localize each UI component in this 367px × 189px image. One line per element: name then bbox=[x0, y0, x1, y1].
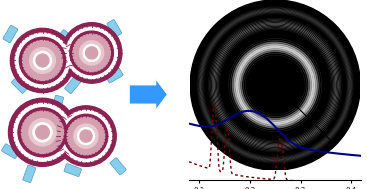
FancyBboxPatch shape bbox=[65, 77, 81, 94]
Circle shape bbox=[33, 51, 51, 70]
FancyBboxPatch shape bbox=[58, 30, 76, 46]
Circle shape bbox=[67, 117, 105, 155]
Circle shape bbox=[64, 114, 108, 158]
FancyBboxPatch shape bbox=[1, 144, 19, 159]
Circle shape bbox=[29, 119, 56, 146]
Circle shape bbox=[190, 0, 360, 170]
Circle shape bbox=[36, 54, 49, 67]
Circle shape bbox=[30, 48, 55, 73]
Circle shape bbox=[66, 27, 117, 79]
Circle shape bbox=[10, 28, 75, 93]
FancyArrow shape bbox=[130, 79, 167, 110]
Circle shape bbox=[80, 41, 104, 65]
FancyBboxPatch shape bbox=[110, 158, 126, 175]
Circle shape bbox=[60, 110, 112, 162]
Circle shape bbox=[14, 103, 72, 161]
FancyBboxPatch shape bbox=[3, 25, 18, 43]
Circle shape bbox=[80, 130, 92, 142]
FancyBboxPatch shape bbox=[107, 20, 122, 37]
FancyBboxPatch shape bbox=[17, 108, 34, 119]
FancyBboxPatch shape bbox=[11, 77, 28, 93]
Circle shape bbox=[18, 108, 67, 157]
Circle shape bbox=[73, 34, 110, 72]
Bar bbox=[268, 78, 282, 92]
Circle shape bbox=[74, 124, 98, 148]
Circle shape bbox=[8, 98, 77, 166]
Circle shape bbox=[23, 41, 62, 80]
Circle shape bbox=[86, 47, 98, 59]
FancyBboxPatch shape bbox=[64, 164, 81, 177]
Circle shape bbox=[70, 31, 113, 75]
Circle shape bbox=[33, 123, 52, 142]
Circle shape bbox=[61, 23, 122, 83]
FancyBboxPatch shape bbox=[52, 95, 63, 113]
Circle shape bbox=[77, 128, 94, 145]
Circle shape bbox=[56, 106, 116, 166]
Circle shape bbox=[21, 111, 63, 153]
FancyBboxPatch shape bbox=[23, 165, 36, 183]
Circle shape bbox=[19, 37, 66, 84]
Circle shape bbox=[36, 125, 49, 139]
Circle shape bbox=[15, 33, 70, 88]
FancyBboxPatch shape bbox=[106, 68, 123, 83]
Circle shape bbox=[83, 44, 100, 61]
